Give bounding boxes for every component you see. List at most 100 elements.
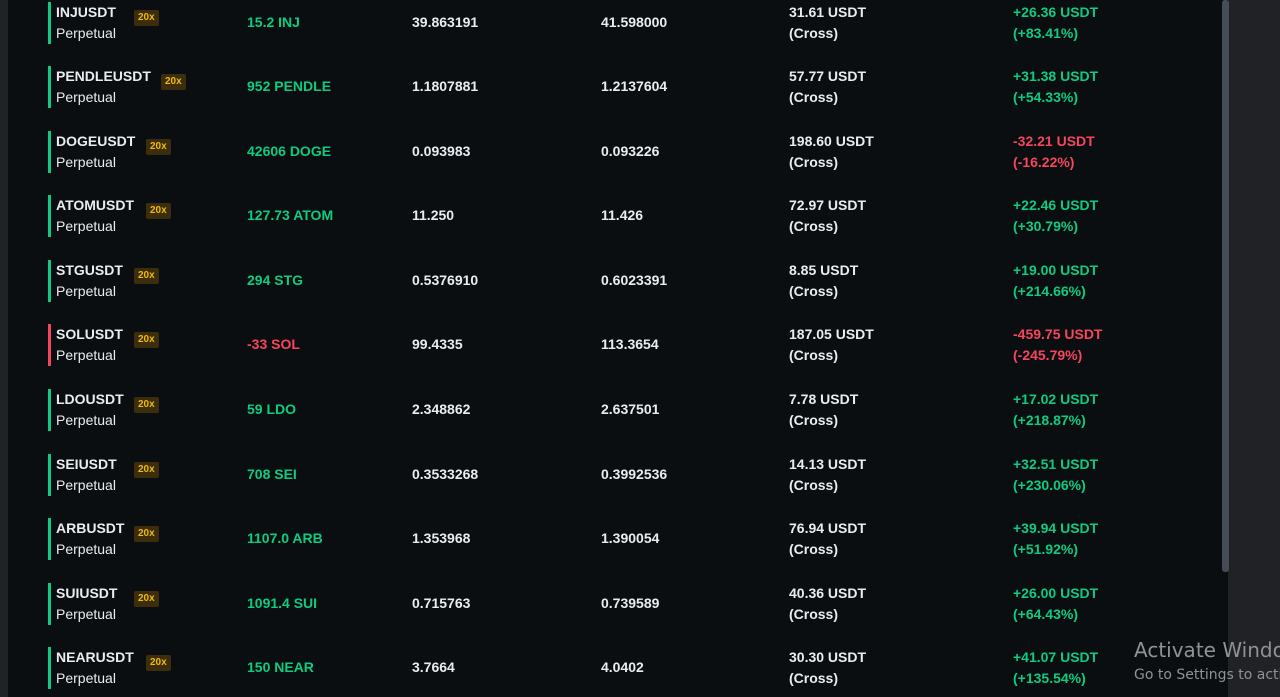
roe-value: (+30.79%) — [1013, 218, 1078, 234]
pnl-cell: +17.02 USDT (+218.87%) — [1013, 389, 1098, 431]
margin-mode[interactable]: (Cross) — [789, 154, 839, 170]
side-indicator-bar — [48, 131, 51, 173]
margin-mode[interactable]: (Cross) — [789, 606, 839, 622]
leverage-badge[interactable]: 20x — [134, 10, 159, 26]
symbol-label[interactable]: LDOUSDT — [56, 391, 124, 407]
margin-mode[interactable]: (Cross) — [789, 218, 839, 234]
margin-value: 14.13 USDT — [789, 456, 867, 472]
positions-table: INJUSDT 20x Perpetual 15.2 INJ 39.863191 41.5… — [8, 0, 1228, 697]
margin-mode[interactable]: (Cross) — [789, 25, 839, 41]
position-row[interactable]: NEARUSDT 20x Perpetual 150 NEAR 3.7664 4.0402… — [8, 647, 1228, 693]
pnl-cell: +22.46 USDT (+30.79%) — [1013, 195, 1098, 237]
roe-value: (+51.92%) — [1013, 541, 1078, 557]
leverage-badge[interactable]: 20x — [134, 397, 159, 413]
side-indicator-bar — [48, 454, 51, 496]
mark-price: 41.598000 — [601, 14, 668, 30]
pnl-value: +19.00 USDT — [1013, 262, 1099, 278]
mark-price: 0.093226 — [601, 143, 660, 159]
contract-type-label: Perpetual — [56, 89, 116, 105]
pnl-value: -459.75 USDT — [1013, 326, 1103, 342]
pnl-value: +31.38 USDT — [1013, 68, 1099, 84]
mark-price: 4.0402 — [601, 659, 644, 675]
contract-type-label: Perpetual — [56, 283, 116, 299]
leverage-badge[interactable]: 20x — [146, 139, 171, 155]
leverage-badge[interactable]: 20x — [161, 74, 186, 90]
leverage-badge[interactable]: 20x — [134, 332, 159, 348]
leverage-badge[interactable]: 20x — [146, 655, 171, 671]
symbol-label[interactable]: NEARUSDT — [56, 649, 134, 665]
margin-value: 76.94 USDT — [789, 520, 867, 536]
mark-price: 1.390054 — [601, 530, 660, 546]
symbol-label[interactable]: SOLUSDT — [56, 326, 123, 342]
position-row[interactable]: ARBUSDT 20x Perpetual 1107.0 ARB 1.353968 1.3… — [8, 518, 1228, 564]
symbol-label[interactable]: ARBUSDT — [56, 520, 125, 536]
position-size: 708 SEI — [247, 466, 297, 482]
leverage-badge[interactable]: 20x — [134, 591, 159, 607]
margin-cell: 187.05 USDT (Cross) — [789, 324, 874, 366]
pnl-value: +26.36 USDT — [1013, 4, 1099, 20]
vertical-scrollbar[interactable] — [1222, 0, 1229, 572]
margin-mode[interactable]: (Cross) — [789, 412, 839, 428]
margin-mode[interactable]: (Cross) — [789, 89, 839, 105]
margin-mode[interactable]: (Cross) — [789, 541, 839, 557]
pnl-value: -32.21 USDT — [1013, 133, 1095, 149]
leverage-badge[interactable]: 20x — [134, 462, 159, 478]
pnl-cell: +41.07 USDT (+135.54%) — [1013, 647, 1098, 689]
margin-mode[interactable]: (Cross) — [789, 347, 839, 363]
watermark-subtitle: Go to Settings to activ — [1134, 667, 1280, 683]
position-row[interactable]: SUIUSDT 20x Perpetual 1091.4 SUI 0.715763 0.7… — [8, 583, 1228, 629]
position-row[interactable]: STGUSDT 20x Perpetual 294 STG 0.5376910 0.602… — [8, 260, 1228, 306]
symbol-label[interactable]: SUIUSDT — [56, 585, 118, 601]
pnl-cell: +32.51 USDT (+230.06%) — [1013, 454, 1098, 496]
pnl-cell: +39.94 USDT (+51.92%) — [1013, 518, 1098, 560]
margin-cell: 31.61 USDT (Cross) — [789, 2, 866, 44]
margin-cell: 7.78 USDT (Cross) — [789, 389, 858, 431]
position-row[interactable]: LDOUSDT 20x Perpetual 59 LDO 2.348862 2.63750… — [8, 389, 1228, 435]
symbol-label[interactable]: PENDLEUSDT — [56, 68, 151, 84]
windows-activation-watermark: Activate Window Go to Settings to activ — [1134, 638, 1280, 688]
position-row[interactable]: ATOMUSDT 20x Perpetual 127.73 ATOM 11.250 11.… — [8, 195, 1228, 241]
pnl-value: +41.07 USDT — [1013, 649, 1099, 665]
roe-value: (+135.54%) — [1013, 670, 1086, 686]
position-row[interactable]: SEIUSDT 20x Perpetual 708 SEI 0.3533268 0.399… — [8, 454, 1228, 500]
leverage-badge[interactable]: 20x — [146, 203, 171, 219]
margin-value: 8.85 USDT — [789, 262, 859, 278]
symbol-label[interactable]: ATOMUSDT — [56, 197, 135, 213]
mark-price: 1.2137604 — [601, 78, 668, 94]
entry-price: 0.3533268 — [412, 466, 479, 482]
margin-value: 7.78 USDT — [789, 391, 859, 407]
symbol-label[interactable]: INJUSDT — [56, 4, 116, 20]
margin-mode[interactable]: (Cross) — [789, 283, 839, 299]
symbol-label[interactable]: STGUSDT — [56, 262, 123, 278]
symbol-label[interactable]: DOGEUSDT — [56, 133, 136, 149]
watermark-title: Activate Window — [1134, 638, 1280, 662]
margin-mode[interactable]: (Cross) — [789, 477, 839, 493]
position-row[interactable]: INJUSDT 20x Perpetual 15.2 INJ 39.863191 41.5… — [8, 2, 1228, 48]
entry-price: 0.5376910 — [412, 272, 479, 288]
entry-price: 1.1807881 — [412, 78, 479, 94]
mark-price: 113.3654 — [601, 336, 659, 352]
margin-value: 40.36 USDT — [789, 585, 867, 601]
entry-price: 99.4335 — [412, 336, 463, 352]
entry-price: 11.250 — [412, 207, 455, 223]
position-row[interactable]: PENDLEUSDT 20x Perpetual 952 PENDLE 1.180788… — [8, 66, 1228, 112]
position-row[interactable]: DOGEUSDT 20x Perpetual 42606 DOGE 0.093983 0.… — [8, 131, 1228, 177]
entry-price: 39.863191 — [412, 14, 479, 30]
margin-cell: 72.97 USDT (Cross) — [789, 195, 866, 237]
position-size: 294 STG — [247, 272, 304, 288]
position-size: 1091.4 SUI — [247, 595, 318, 611]
position-row[interactable]: SOLUSDT 20x Perpetual -33 SOL 99.4335 113.365… — [8, 324, 1228, 370]
roe-value: (+214.66%) — [1013, 283, 1086, 299]
contract-type-label: Perpetual — [56, 670, 116, 686]
margin-cell: 57.77 USDT (Cross) — [789, 66, 866, 108]
side-indicator-bar — [48, 260, 51, 302]
entry-price: 3.7664 — [412, 659, 455, 675]
leverage-badge[interactable]: 20x — [134, 268, 159, 284]
leverage-badge[interactable]: 20x — [134, 526, 159, 542]
margin-value: 198.60 USDT — [789, 133, 874, 149]
margin-mode[interactable]: (Cross) — [789, 670, 839, 686]
contract-type-label: Perpetual — [56, 25, 116, 41]
symbol-label[interactable]: SEIUSDT — [56, 456, 117, 472]
margin-cell: 76.94 USDT (Cross) — [789, 518, 866, 560]
